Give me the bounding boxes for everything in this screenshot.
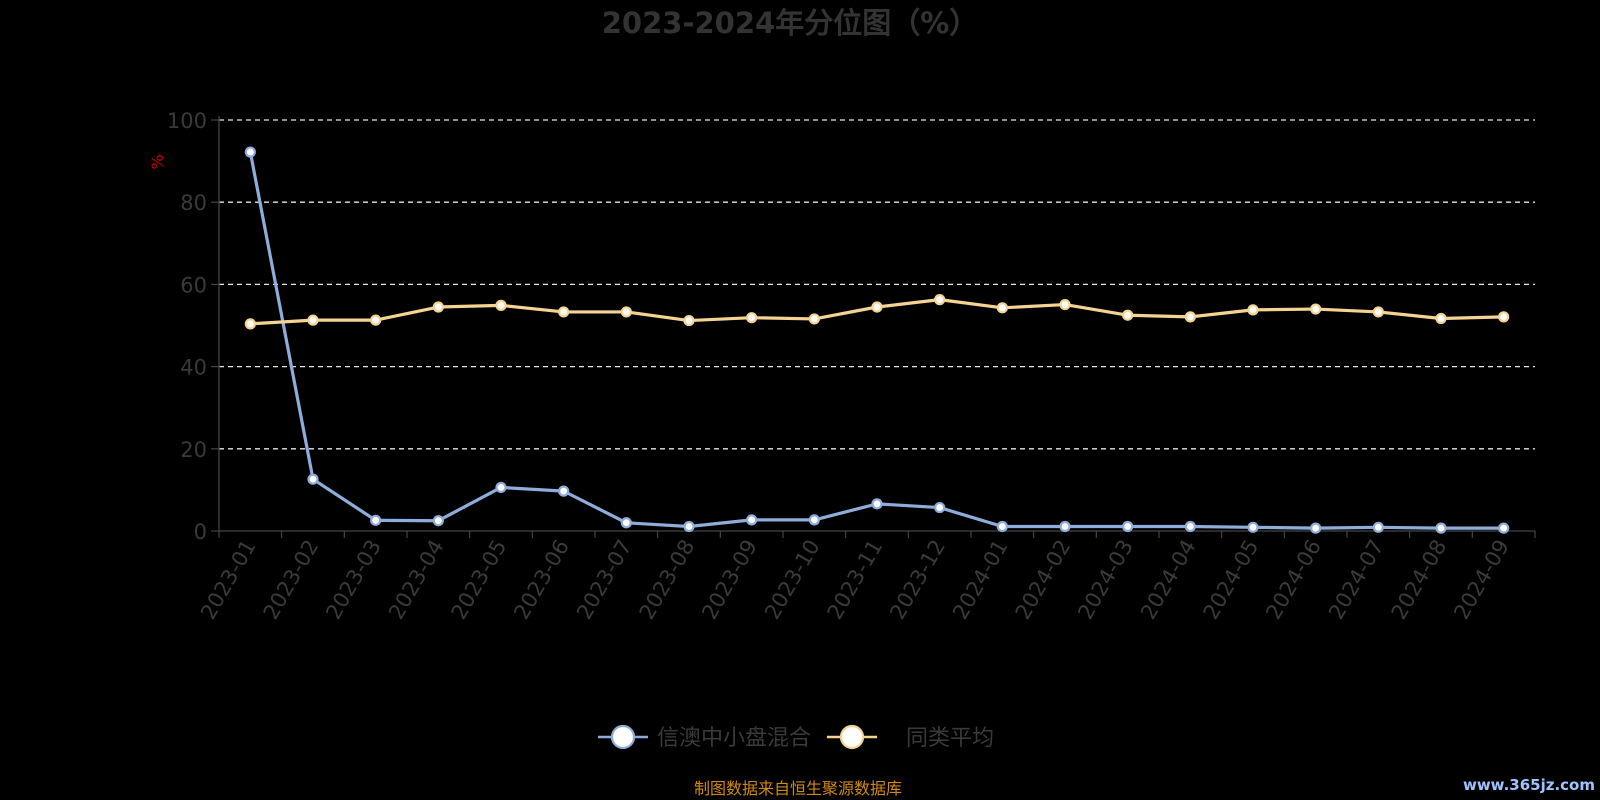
data-point[interactable] bbox=[808, 514, 820, 526]
y-axis-unit-label: % bbox=[148, 154, 167, 169]
legend-item-1[interactable]: 信澳中小盘混合 bbox=[598, 724, 811, 751]
legend-label: 同类平均 bbox=[906, 726, 994, 751]
data-point[interactable] bbox=[1372, 306, 1384, 318]
x-tick-label: 2024-04 bbox=[1136, 536, 1201, 624]
data-point[interactable] bbox=[1498, 522, 1510, 534]
x-tick-label: 2024-09 bbox=[1449, 536, 1514, 624]
data-point[interactable] bbox=[432, 515, 444, 527]
data-point[interactable] bbox=[934, 294, 946, 306]
data-point[interactable] bbox=[370, 514, 382, 526]
data-point[interactable] bbox=[1435, 522, 1447, 534]
data-point[interactable] bbox=[996, 302, 1008, 314]
y-tick-labels: 0 20 40 60 80 100 bbox=[167, 109, 207, 544]
data-point[interactable] bbox=[996, 520, 1008, 533]
x-tick-label: 2023-04 bbox=[384, 536, 449, 624]
data-point[interactable] bbox=[1498, 311, 1510, 323]
y-tick-label: 60 bbox=[180, 273, 207, 297]
series-lines bbox=[244, 146, 1510, 534]
y-tick-label: 100 bbox=[167, 109, 207, 133]
y-tick-label: 0 bbox=[194, 520, 207, 544]
data-point[interactable] bbox=[620, 306, 632, 318]
x-tick-label: 2024-02 bbox=[1011, 536, 1076, 624]
data-point[interactable] bbox=[1122, 520, 1134, 533]
gridlines bbox=[219, 119, 1535, 450]
x-tick-label: 2023-06 bbox=[509, 536, 574, 624]
x-tick-label: 2023-11 bbox=[823, 536, 888, 624]
x-tick-label: 2023-07 bbox=[572, 536, 637, 624]
data-point[interactable] bbox=[1184, 311, 1196, 323]
data-point[interactable] bbox=[1184, 520, 1196, 533]
x-tick-label: 2024-06 bbox=[1261, 536, 1326, 624]
data-point[interactable] bbox=[808, 313, 820, 325]
x-tick-labels: 2023-012023-022023-032023-042023-052023-… bbox=[196, 535, 1514, 623]
x-tick-label: 2023-02 bbox=[259, 536, 324, 624]
data-point[interactable] bbox=[746, 514, 758, 526]
data-point[interactable] bbox=[871, 301, 883, 313]
y-tick-label: 20 bbox=[180, 438, 207, 462]
data-point[interactable] bbox=[683, 520, 695, 533]
data-point[interactable] bbox=[1247, 304, 1259, 316]
legend-marker-icon bbox=[610, 724, 636, 750]
x-tick-label: 2023-03 bbox=[321, 536, 386, 624]
data-point[interactable] bbox=[495, 481, 507, 494]
x-tick-label: 2024-07 bbox=[1324, 536, 1389, 624]
x-tick-label: 2024-08 bbox=[1387, 536, 1452, 624]
axes bbox=[211, 116, 1536, 538]
x-tick-label: 2023-09 bbox=[697, 536, 762, 624]
data-point[interactable] bbox=[307, 314, 319, 326]
data-point[interactable] bbox=[432, 301, 444, 313]
x-tick-label: 2023-05 bbox=[447, 536, 512, 624]
legend-label: 信澳中小盘混合 bbox=[657, 726, 811, 751]
legend-marker-icon bbox=[839, 724, 865, 750]
x-tick-label: 2023-01 bbox=[196, 536, 261, 624]
data-point[interactable] bbox=[620, 517, 632, 529]
data-point[interactable] bbox=[683, 314, 695, 327]
data-point[interactable] bbox=[1059, 520, 1071, 533]
series-line bbox=[248, 150, 1506, 530]
legend-item-2[interactable]: 同类平均 bbox=[827, 724, 994, 751]
x-tick-label: 2023-08 bbox=[635, 536, 700, 624]
data-point[interactable] bbox=[244, 146, 256, 158]
data-point[interactable] bbox=[1372, 521, 1384, 533]
data-point[interactable] bbox=[370, 314, 382, 326]
data-point[interactable] bbox=[1059, 298, 1071, 311]
data-point[interactable] bbox=[307, 473, 319, 485]
data-point[interactable] bbox=[495, 299, 507, 311]
data-point[interactable] bbox=[1310, 522, 1322, 534]
x-tick-label: 2024-01 bbox=[948, 535, 1013, 623]
series-1 bbox=[244, 146, 1510, 534]
data-point[interactable] bbox=[558, 485, 570, 497]
y-tick-label: 80 bbox=[180, 191, 207, 215]
data-point[interactable] bbox=[746, 312, 758, 324]
data-point[interactable] bbox=[1435, 312, 1447, 325]
chart-title: 2023-2024年分位图（%） bbox=[602, 6, 979, 40]
site-watermark: www.365jz.com bbox=[1463, 776, 1595, 794]
source-note: 制图数据来自恒生聚源数据库 bbox=[694, 779, 902, 798]
data-point[interactable] bbox=[1310, 303, 1322, 315]
data-point[interactable] bbox=[1247, 521, 1259, 533]
data-point[interactable] bbox=[244, 318, 256, 330]
x-tick-label: 2024-05 bbox=[1199, 536, 1264, 624]
x-tick-label: 2024-03 bbox=[1073, 536, 1138, 624]
y-tick-label: 40 bbox=[180, 356, 207, 380]
data-point[interactable] bbox=[934, 501, 946, 514]
data-point[interactable] bbox=[871, 498, 883, 510]
x-tick-label: 2023-12 bbox=[885, 536, 950, 624]
data-point[interactable] bbox=[558, 306, 570, 318]
data-point[interactable] bbox=[1122, 309, 1134, 321]
legend[interactable]: 信澳中小盘混合 同类平均 bbox=[598, 724, 994, 751]
x-tick-label: 2023-10 bbox=[760, 536, 825, 624]
series-2 bbox=[244, 294, 1510, 330]
